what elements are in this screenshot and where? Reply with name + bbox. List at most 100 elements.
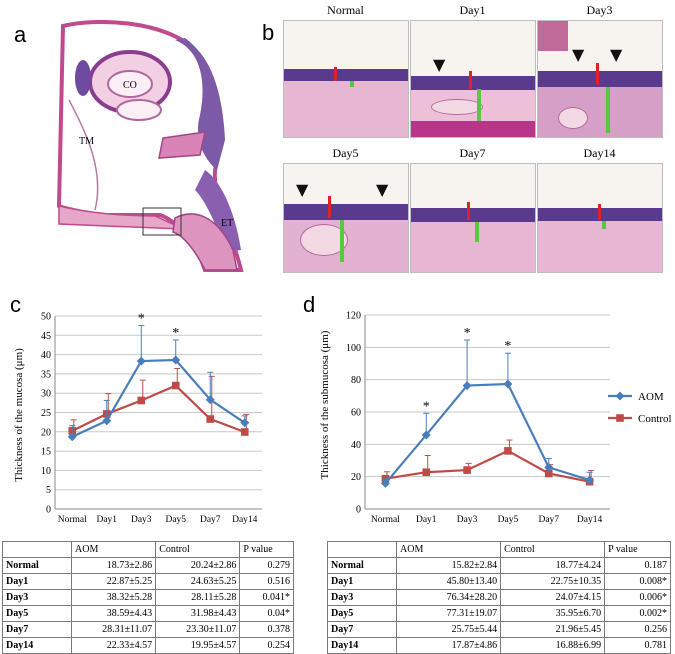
series-line-aom [71, 358, 246, 438]
table-cell: 0.781 [604, 637, 671, 654]
table-cell: Normal [2, 557, 72, 574]
significance-star: * [172, 326, 179, 341]
table-cell: 16.88±6.99 [500, 637, 606, 654]
x-tick-label: Day1 [96, 515, 117, 525]
table-header: P value [239, 541, 294, 558]
data-point-aom [102, 416, 112, 426]
y-tick-label: 80 [351, 375, 361, 386]
title-normal: Normal [327, 3, 364, 17]
table-header: Control [155, 541, 241, 558]
table-cell: 38.59±4.43 [70, 605, 157, 622]
panel-a-image: CO TM ET [55, 20, 250, 275]
table-header: P value [604, 541, 671, 558]
table-header-row: AOM Control P value [2, 541, 294, 558]
histo-day1: ▼ [410, 20, 536, 138]
table-cell: 0.04* [239, 605, 294, 622]
y-tick-label: 0 [46, 505, 51, 516]
data-point-control [240, 428, 249, 436]
table-cell: 15.82±2.84 [395, 557, 502, 574]
table-row: Normal 18.73±2.86 20.24±2.86 0.279 [2, 557, 294, 574]
table-cell: 18.73±2.86 [70, 557, 157, 574]
table-cell: 24.63±5.25 [155, 573, 241, 590]
title-day3: Day3 [586, 3, 613, 17]
data-point-aom [380, 478, 390, 488]
table-row: Day7 28.31±11.07 23.30±11.07 0.378 [2, 621, 294, 638]
table-cell: 0.006* [604, 589, 671, 606]
significance-star: * [138, 312, 145, 327]
y-tick-label: 20 [351, 472, 361, 483]
y-tick-label: 0 [356, 505, 361, 516]
x-tick-label: Day7 [538, 515, 559, 525]
data-point-aom [136, 356, 146, 366]
x-tick-label: Day3 [131, 515, 152, 525]
table-cell: 22.33±4.57 [70, 637, 157, 654]
table-cell: 20.24±2.86 [155, 557, 241, 574]
table-cell: 0.279 [239, 557, 294, 574]
table-row: Day5 38.59±4.43 31.98±4.43 0.04* [2, 605, 294, 622]
table-row: Day14 22.33±4.57 19.95±4.57 0.254 [2, 637, 294, 654]
arrow-icon: ▼ [610, 45, 623, 64]
x-tick-label: Day5 [498, 515, 519, 525]
table-header [327, 541, 397, 558]
panel-c-letter: c [10, 292, 21, 317]
table-header: AOM [395, 541, 502, 558]
table-cell: Day5 [2, 605, 72, 622]
y-axis-label: Thickness of the submucosa (μm) [319, 330, 331, 479]
table-cell: 0.041* [239, 589, 294, 606]
table-cell: 28.11±5.28 [155, 589, 241, 606]
data-point-control [422, 468, 431, 477]
table-cell: 24.07±4.15 [500, 589, 606, 606]
table-cell: Day1 [2, 573, 72, 590]
data-point-aom [462, 381, 472, 391]
table-row: Day3 76.34±28.20 24.07±4.15 0.006* [327, 589, 671, 606]
table-cell: 77.31±19.07 [395, 605, 502, 622]
y-tick-label: 20 [41, 427, 51, 438]
data-point-control [504, 447, 512, 455]
x-tick-label: Day14 [232, 515, 258, 525]
histo-day5: ▼ ▼ [283, 163, 409, 273]
mucosa-chart: 0 5 10 15 20 25 30 35 40 45 50 Normal Day1 Day3 Day5 Da… [13, 312, 262, 525]
y-tick-label: 35 [41, 369, 51, 380]
legend-label: AOM [638, 391, 664, 403]
y-tick-label: 50 [41, 312, 51, 323]
table-row: Day1 45.80±13.40 22.75±10.35 0.008* [327, 573, 671, 590]
table-cell: Day3 [327, 589, 397, 606]
table-cell: 38.32±5.28 [70, 589, 157, 606]
y-tick-label: 120 [346, 311, 361, 322]
x-tick-label: Day5 [165, 515, 186, 525]
y-tick-label: 40 [351, 440, 361, 451]
series-line-aom [384, 382, 590, 485]
data-point-control [463, 466, 471, 474]
data-point-aom [421, 430, 431, 440]
panel-a-letter: a [14, 22, 27, 47]
data-point-aom [171, 355, 181, 365]
legend-label: Control [638, 413, 672, 425]
x-tick-label: Day3 [457, 515, 478, 525]
table-header [2, 541, 72, 558]
y-tick-label: 45 [41, 331, 51, 342]
co-label: CO [123, 80, 137, 91]
table-cell: Day3 [2, 589, 72, 606]
table-cell: Day14 [2, 637, 72, 654]
table-cell: 21.96±5.45 [500, 621, 606, 638]
table-row: Day5 77.31±19.07 35.95±6.70 0.002* [327, 605, 671, 622]
table-cell: 0.378 [239, 621, 294, 638]
histo-day3: ▼ ▼ [537, 20, 663, 138]
data-point-control [137, 396, 146, 405]
table-cell: 19.95±4.57 [155, 637, 241, 654]
table-cell: Day1 [327, 573, 397, 590]
data-point-aom [503, 379, 513, 389]
table-cell: 18.77±4.24 [500, 557, 606, 574]
arrow-icon: ▼ [296, 180, 309, 199]
table-cell: 76.34±28.20 [395, 589, 502, 606]
data-point-control [171, 381, 180, 390]
data-point-aom [205, 395, 215, 405]
table-cell: Normal [327, 557, 397, 574]
data-point-control [544, 469, 553, 478]
y-tick-label: 60 [351, 408, 361, 419]
table-cell: 0.008* [604, 573, 671, 590]
significance-star: * [464, 326, 471, 341]
table-cell: 45.80±13.40 [395, 573, 502, 590]
panel-d-letter: d [303, 292, 316, 317]
table-cell: Day5 [327, 605, 397, 622]
